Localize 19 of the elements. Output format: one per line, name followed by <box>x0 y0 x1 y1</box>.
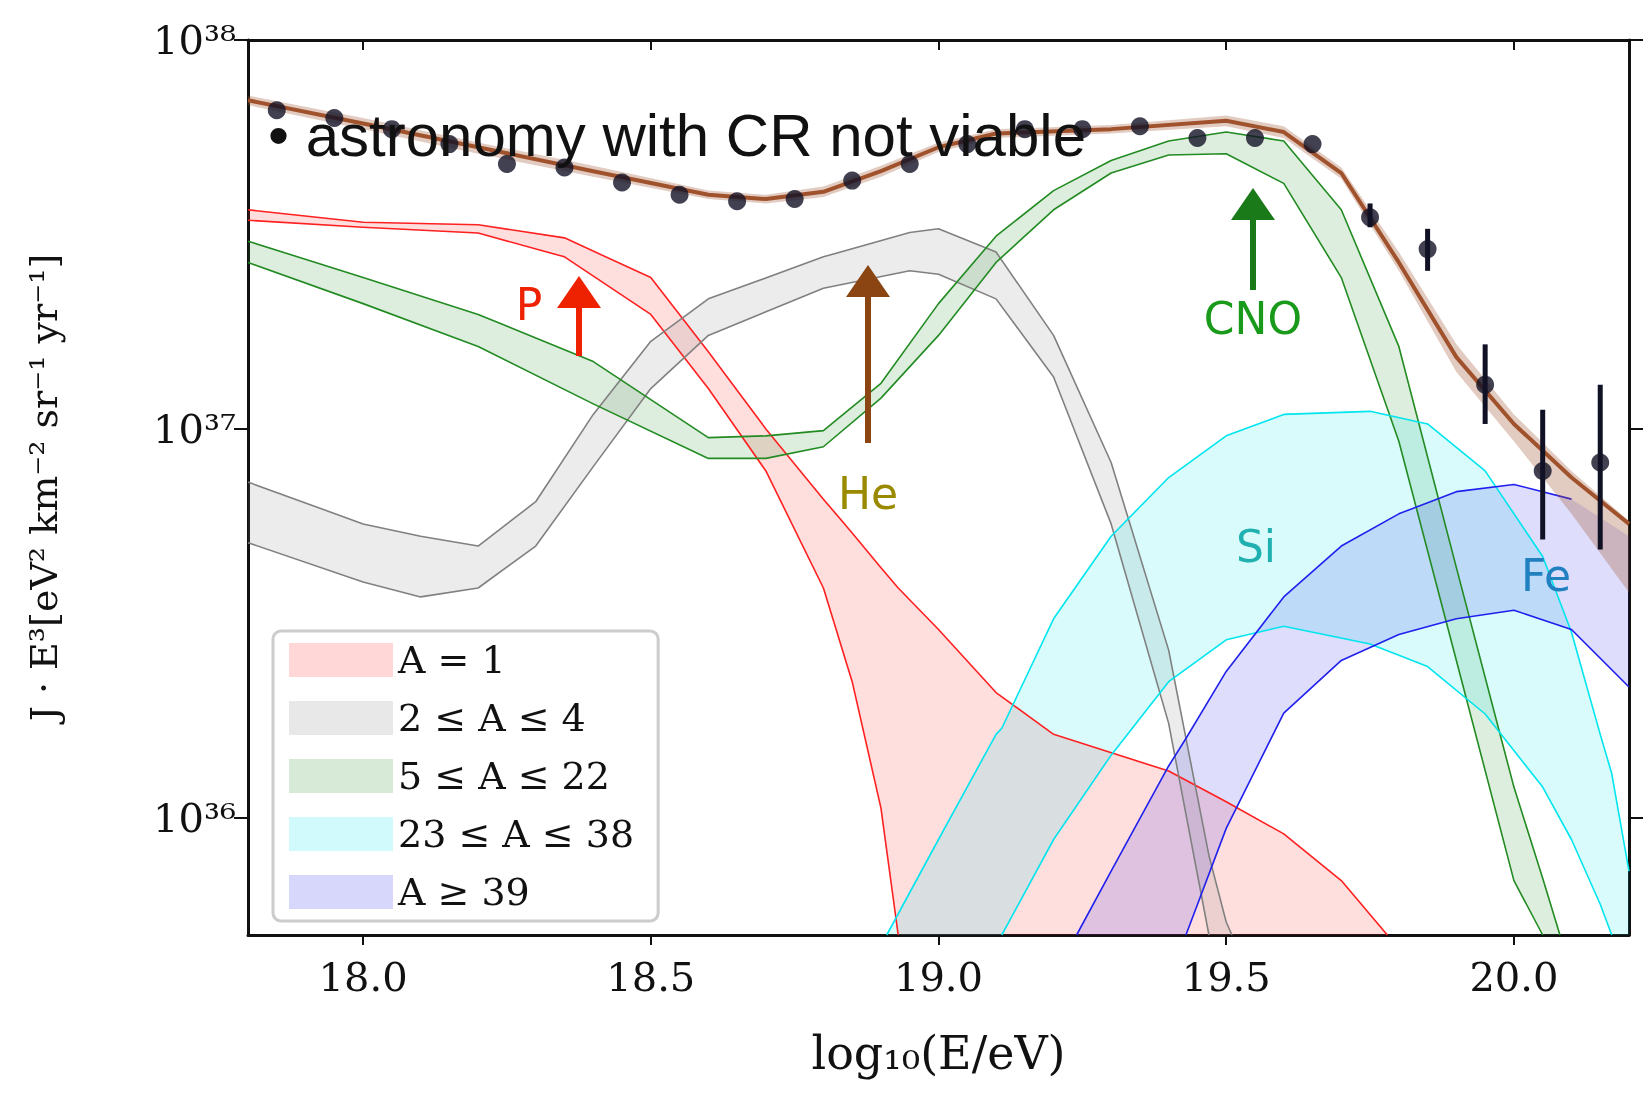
y-tick-label: 10³⁷ <box>153 405 236 452</box>
annotation: He <box>837 467 899 519</box>
y-tick-label: 10³⁶ <box>153 794 236 841</box>
annotation: Si <box>1235 520 1277 572</box>
y-axis-title: J · E³[eV² km⁻² sr⁻¹ yr⁻¹] <box>22 253 66 726</box>
annotation: P <box>515 278 543 330</box>
legend-label: 23 ≤ A ≤ 38 <box>398 812 635 856</box>
legend-label: 2 ≤ A ≤ 4 <box>398 696 586 740</box>
legend-label: 5 ≤ A ≤ 22 <box>398 754 610 798</box>
x-tick-label: 18.5 <box>606 954 696 1000</box>
y-tick-label: 10³⁸ <box>153 17 236 63</box>
x-tick-label: 19.5 <box>1181 954 1271 1000</box>
legend-label: A ≥ 39 <box>397 870 530 914</box>
x-axis-title: log₁₀(E/eV) <box>811 1026 1066 1080</box>
x-tick-label: 19.0 <box>893 954 984 1000</box>
x-tick-label: 18.0 <box>318 954 408 1000</box>
annotation: CNO <box>1203 292 1303 344</box>
x-tick-label: 20.0 <box>1469 954 1559 1000</box>
legend-label: A = 1 <box>397 638 506 682</box>
